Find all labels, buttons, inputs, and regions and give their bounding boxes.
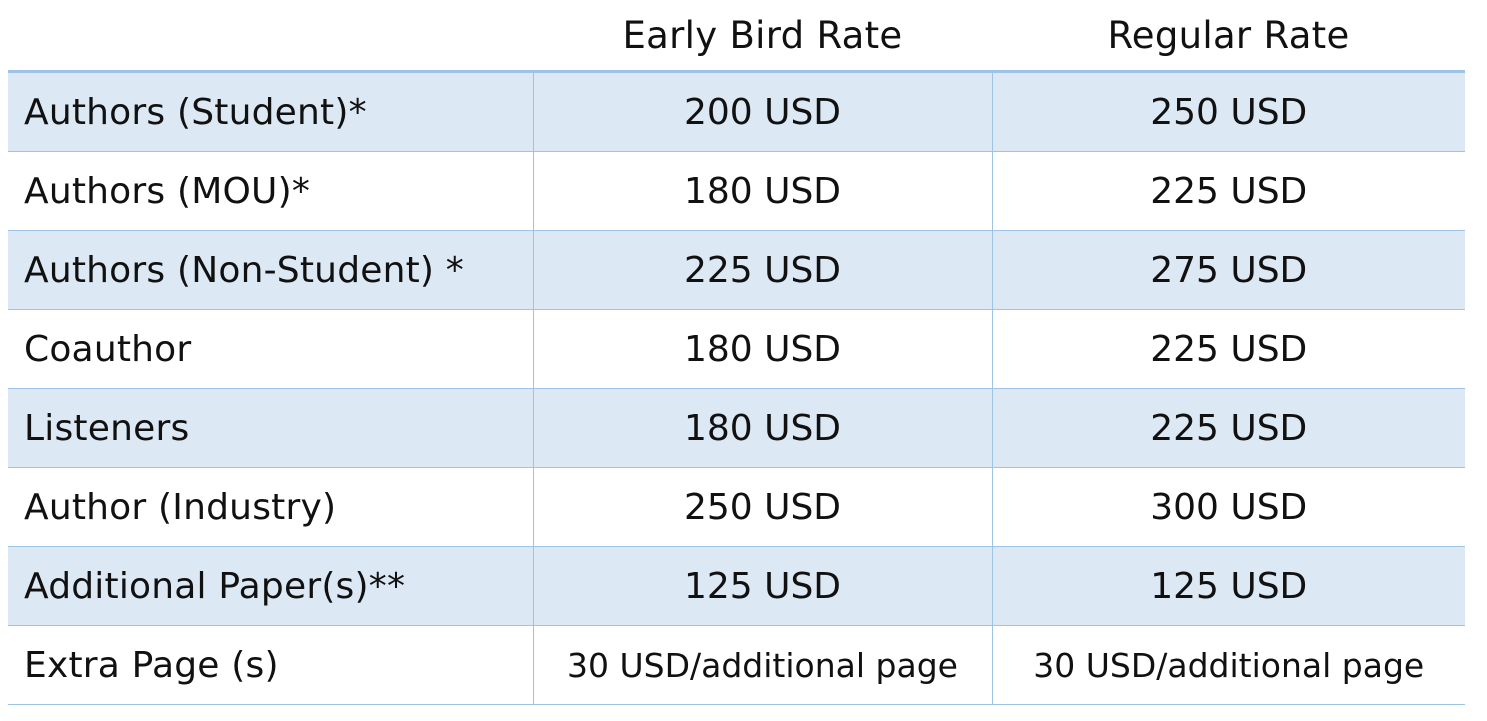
row-regular-value: 225 USD — [991, 388, 1465, 468]
table-row: Additional Paper(s)** 125 USD 125 USD — [8, 546, 1465, 626]
header-early-bird-rate: Early Bird Rate — [533, 0, 992, 73]
row-early-bird-value: 125 USD — [532, 546, 992, 626]
row-regular-value: 125 USD — [991, 546, 1465, 626]
row-category: Authors (Non-Student) * — [8, 230, 533, 310]
row-regular-value: 250 USD — [991, 71, 1465, 152]
table-header: Early Bird Rate Regular Rate — [8, 0, 1465, 73]
row-regular-value: 225 USD — [991, 309, 1465, 389]
row-regular-value: 225 USD — [991, 151, 1465, 231]
row-regular-value: 275 USD — [991, 230, 1465, 310]
registration-fee-table: Early Bird Rate Regular Rate Authors (St… — [8, 0, 1465, 705]
row-early-bird-value: 180 USD — [532, 309, 992, 389]
row-category: Authors (Student)* — [8, 71, 533, 152]
row-category: Author (Industry) — [8, 467, 533, 547]
row-category: Listeners — [8, 388, 533, 468]
row-early-bird-value: 250 USD — [532, 467, 992, 547]
table-row: Extra Page (s) 30 USD/additional page 30… — [8, 625, 1465, 705]
table-row: Coauthor 180 USD 225 USD — [8, 309, 1465, 389]
row-category: Extra Page (s) — [8, 625, 533, 705]
table-row: Authors (Non-Student) * 225 USD 275 USD — [8, 230, 1465, 310]
header-row: Early Bird Rate Regular Rate — [8, 0, 1465, 73]
row-regular-value: 300 USD — [991, 467, 1465, 547]
row-category: Additional Paper(s)** — [8, 546, 533, 626]
row-early-bird-value: 225 USD — [532, 230, 992, 310]
header-regular-rate: Regular Rate — [992, 0, 1465, 73]
row-regular-value: 30 USD/additional page — [991, 625, 1465, 705]
row-early-bird-value: 30 USD/additional page — [532, 625, 992, 705]
row-early-bird-value: 200 USD — [532, 71, 992, 152]
header-category-blank — [8, 0, 533, 73]
row-early-bird-value: 180 USD — [532, 151, 992, 231]
table-row: Listeners 180 USD 225 USD — [8, 388, 1465, 468]
table-row: Authors (Student)* 200 USD 250 USD — [8, 71, 1465, 152]
row-category: Coauthor — [8, 309, 533, 389]
row-early-bird-value: 180 USD — [532, 388, 992, 468]
table-row: Author (Industry) 250 USD 300 USD — [8, 467, 1465, 547]
table-row: Authors (MOU)* 180 USD 225 USD — [8, 151, 1465, 231]
table-body: Authors (Student)* 200 USD 250 USD Autho… — [8, 71, 1465, 705]
row-category: Authors (MOU)* — [8, 151, 533, 231]
